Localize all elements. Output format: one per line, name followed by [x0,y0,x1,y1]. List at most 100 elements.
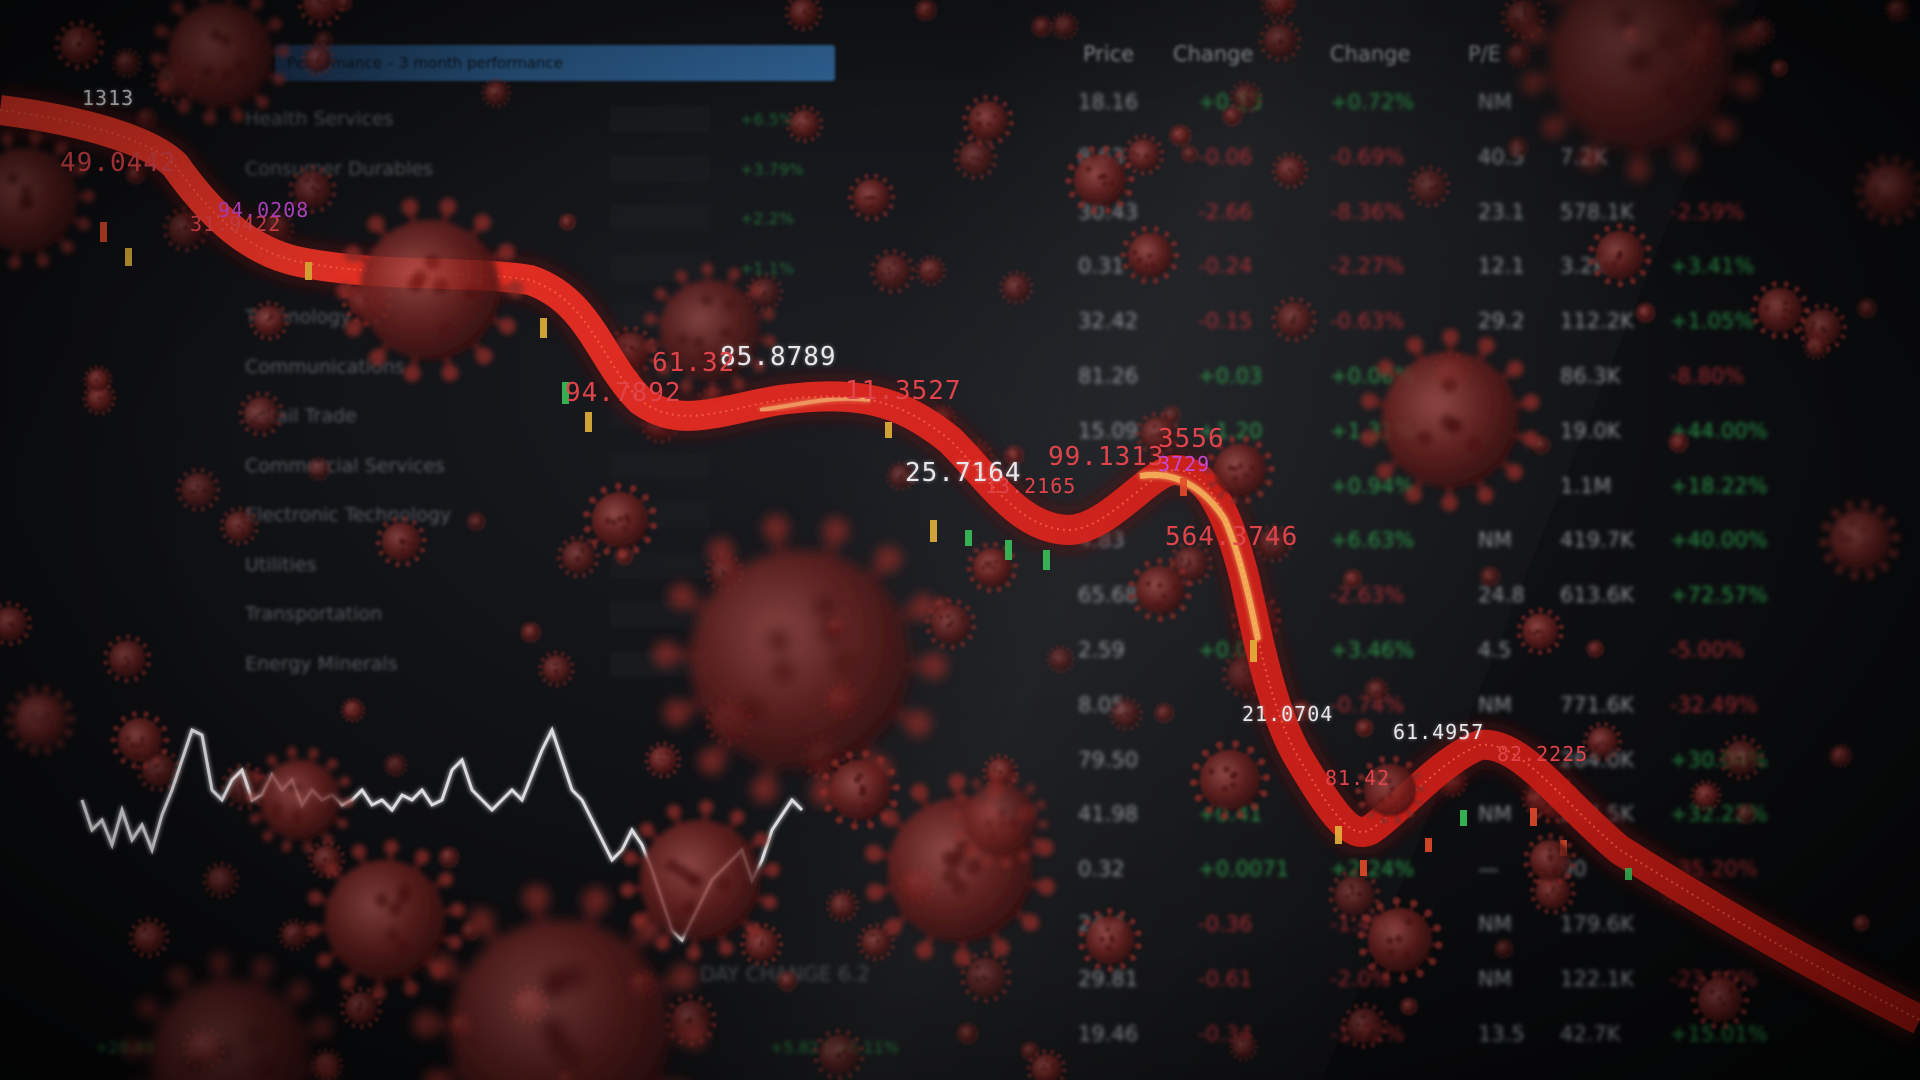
virus-icon [1479,565,1501,588]
virus-icon [1855,155,1920,225]
virus-icon [962,94,1014,147]
virus-icon [277,918,311,951]
virus-icon [111,48,142,78]
virus-icon [481,78,512,108]
virus-icon [644,741,682,779]
candlestick [1360,860,1367,876]
chart-label-2: 49.0442 [60,148,177,178]
virus-icon [340,697,366,723]
virus-icon [999,270,1034,305]
virus-icon [1588,222,1652,288]
virus-icon [297,0,345,28]
chart-label-14: 564.3746 [1165,522,1299,552]
virus-icon [175,467,221,512]
virus-icon [1229,1032,1259,1061]
virus-icon [1120,226,1180,284]
virus-icon [1108,696,1144,731]
virus-icon [383,753,408,778]
virus-icon [1342,568,1363,590]
chart-label-12: 13.2165 [985,474,1077,498]
virus-icon [1856,298,1878,319]
virus-icon [1123,134,1165,176]
candlestick [1250,640,1257,662]
chart-label-10: 99.1313 [1048,442,1165,472]
virus-icon [1030,15,1053,38]
virus-icon [847,173,896,221]
virus-icon [1690,971,1750,1029]
virus-icon [1046,645,1075,674]
virus-icon [1521,0,1759,181]
virus-icon [1582,722,1623,762]
virus-icon [1718,735,1764,781]
virus-icon [1667,431,1690,453]
virus-icon [776,970,799,992]
candlestick [930,520,937,542]
virus-icon [915,255,947,287]
candlestick [305,262,312,280]
chart-label-4: 94.0208 [218,198,310,222]
virus-icon [246,747,354,853]
virus-icon [784,0,823,32]
chart-label-18: 82.2225 [1497,742,1589,766]
chart-label-13: 3729 [1158,452,1211,476]
virus-icon [1734,802,1757,825]
virus-icon [128,916,170,959]
virus-icon [1399,997,1418,1016]
virus-icon [1271,296,1318,343]
virus-icon [437,846,460,869]
virus-icon [103,634,152,684]
virus-icon [1884,0,1911,23]
virus-icon [1065,145,1135,215]
virus-icon [1180,145,1199,163]
virus-icon [1770,59,1789,78]
virus-icon [914,0,938,22]
virus-icon [652,514,948,806]
chart-label-1: 1313 [82,86,135,110]
virus-icon [786,105,824,144]
virus-icon [0,601,32,647]
candlestick [125,248,132,266]
virus-icon [1354,718,1374,738]
candlestick [100,222,107,242]
virus-icon [1523,833,1577,887]
virus-icon [1153,702,1175,724]
chart-label-8: 11.3527 [845,376,962,406]
virus-icon [1020,1041,1040,1061]
virus-icon [956,1022,979,1045]
virus-icon [558,213,576,231]
chart-label-16: 61.4957 [1393,720,1485,744]
candlestick [1180,478,1187,496]
virus-icon [1258,19,1302,62]
virus-icon [1506,136,1529,159]
virus-icon [54,20,105,71]
virus-icon [1328,869,1381,922]
virus-icon [538,650,575,688]
virus-icon [1690,780,1722,811]
virus-icon [1050,11,1079,41]
chart-label-7: 94.7892 [565,378,682,408]
chart-label-5: 85.8789 [720,342,837,372]
candlestick [1625,868,1632,880]
virus-icon [336,198,524,382]
candlestick [585,412,592,432]
virus-icon [150,0,290,124]
virus-icon [1360,328,1540,512]
candlestick [1460,810,1467,826]
virus-icon [219,506,259,546]
virus-icon [5,685,75,755]
virus-icon [249,300,290,341]
candlestick [1425,838,1432,852]
virus-icon [826,889,859,922]
virus-icon [1341,1002,1388,1049]
virus-icon [375,516,427,568]
virus-icon [1504,41,1532,68]
virus-icon [1828,743,1853,768]
virus-icon [466,511,486,532]
virus-icon [1852,914,1870,932]
candlestick [1043,550,1050,570]
virus-icon [123,953,337,1080]
candlestick [885,422,892,438]
candlestick [1530,808,1537,826]
